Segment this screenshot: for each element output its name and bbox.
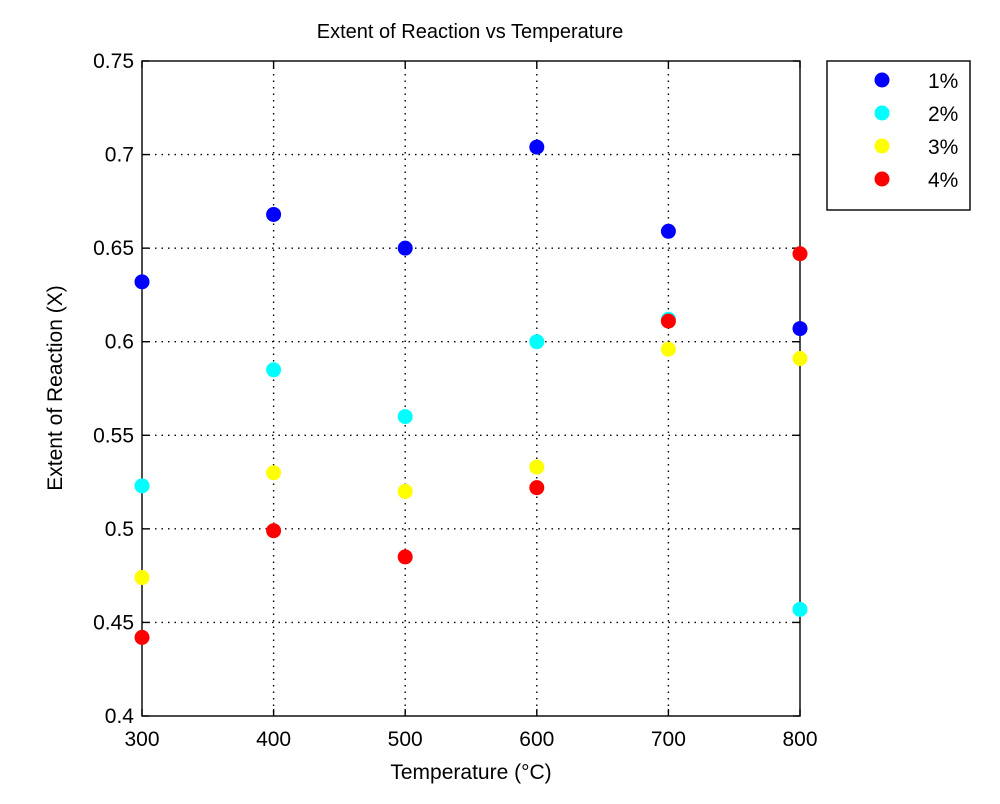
legend-label: 3% [928, 136, 958, 159]
y-tick-label: 0.7 [105, 144, 134, 167]
x-axis-label: Temperature (°C) [390, 761, 551, 784]
data-point [134, 274, 150, 290]
legend-marker [874, 138, 890, 154]
legend-label: 2% [928, 103, 958, 126]
x-tick-label: 600 [519, 728, 554, 751]
data-point [529, 480, 545, 496]
data-point [266, 523, 282, 539]
legend-label: 4% [928, 169, 958, 192]
data-point [266, 465, 282, 481]
y-tick-labels: 0.4 0.45 0.5 0.55 0.6 0.65 0.7 0.75 [93, 50, 134, 728]
y-tick-label: 0.4 [105, 705, 135, 728]
series-2 [134, 341, 808, 586]
x-tick-label: 400 [256, 728, 291, 751]
x-tick-label: 800 [782, 728, 817, 751]
chart-title: Extent of Reaction vs Temperature [317, 21, 623, 43]
data-point [792, 601, 808, 617]
data-point [397, 549, 413, 565]
plot-frame [141, 60, 801, 717]
y-tick-label: 0.65 [93, 237, 134, 260]
data-point [792, 351, 808, 367]
data-point [266, 206, 282, 222]
y-tick-label: 0.6 [105, 331, 134, 354]
axis-ticks [141, 60, 801, 717]
data-point [792, 246, 808, 262]
y-tick-label: 0.55 [93, 424, 134, 447]
data-point [660, 313, 676, 329]
legend-marker [874, 105, 890, 121]
data-points [134, 139, 808, 645]
legend-marker [874, 171, 890, 187]
data-point [134, 478, 150, 494]
y-tick-label: 0.75 [93, 50, 134, 73]
series-3 [134, 246, 808, 645]
data-point [660, 341, 676, 357]
legend-box [826, 60, 971, 211]
legend-items: 1% 2% 3% 4% [874, 70, 958, 192]
data-point [397, 483, 413, 499]
data-point [397, 409, 413, 425]
data-point [529, 139, 545, 155]
y-axis-label: Extent of Reaction (X) [44, 285, 67, 490]
y-tick-label: 0.45 [93, 611, 134, 634]
data-point [529, 334, 545, 350]
data-point [134, 570, 150, 586]
data-point [529, 459, 545, 475]
x-tick-label: 700 [651, 728, 686, 751]
x-tick-label: 300 [124, 728, 159, 751]
data-point [660, 223, 676, 239]
data-point [266, 362, 282, 378]
data-point [397, 240, 413, 256]
series-1 [134, 311, 808, 617]
legend: 1% 2% 3% 4% [826, 60, 971, 211]
series-0 [134, 139, 808, 337]
data-point [792, 321, 808, 337]
x-tick-label: 500 [388, 728, 423, 751]
data-point [134, 629, 150, 645]
grid-lines [142, 61, 800, 716]
x-tick-labels: 300 400 500 600 700 800 [124, 728, 817, 751]
legend-marker [874, 72, 890, 88]
legend-label: 1% [928, 70, 958, 93]
y-tick-label: 0.5 [105, 518, 134, 541]
